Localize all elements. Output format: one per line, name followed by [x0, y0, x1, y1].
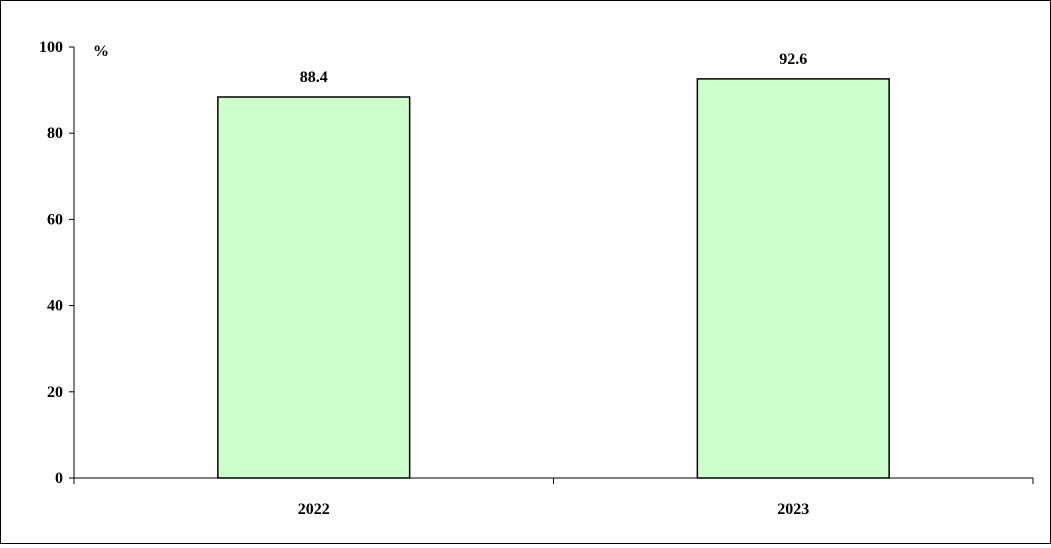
bars: 88.4 92.6: [217, 51, 890, 479]
y-tick-label: 60: [47, 211, 63, 228]
y-axis-unit-label: %: [93, 43, 109, 60]
data-label-2022: 88.4: [300, 69, 328, 86]
y-tick-label: 20: [47, 384, 63, 401]
x-axis: 2022 2023: [73, 477, 1034, 518]
x-tick-label-2022: 2022: [298, 501, 330, 518]
y-axis: 0 20 40 60 80 100: [39, 39, 75, 487]
y-tick-label: 80: [47, 125, 63, 142]
data-label-2023: 92.6: [779, 51, 807, 68]
bar-2023: [696, 78, 890, 479]
x-tick-label-2023: 2023: [777, 501, 809, 518]
y-tick-label: 40: [47, 298, 63, 315]
bar-2022: [217, 96, 411, 479]
y-tick-label: 0: [55, 470, 63, 487]
y-tick-label: 100: [39, 39, 63, 56]
